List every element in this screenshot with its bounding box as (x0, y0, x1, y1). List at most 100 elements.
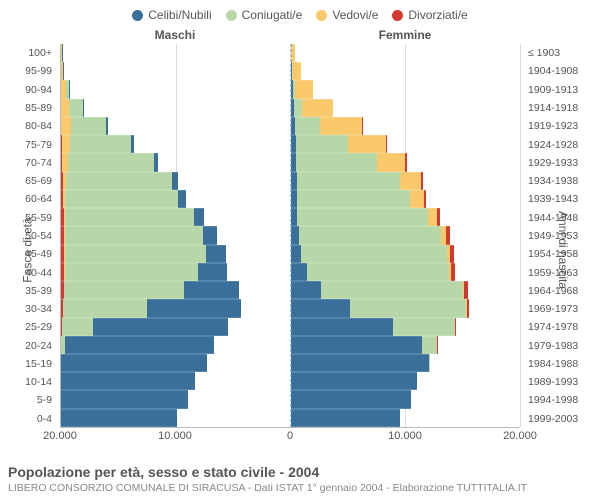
age-label: 75-79 (0, 135, 56, 153)
age-labels: 100+95-9990-9485-8980-8475-7970-7465-696… (0, 44, 56, 428)
segment-widowed (400, 172, 421, 190)
age-label: 15-19 (0, 355, 56, 373)
segment-single (291, 245, 301, 263)
male-bar (61, 372, 291, 390)
segment-single (61, 409, 177, 427)
male-bar (61, 354, 291, 372)
age-label: 45-49 (0, 245, 56, 263)
age-label: 80-84 (0, 117, 56, 135)
male-bar (61, 62, 291, 80)
segment-widowed (291, 44, 295, 62)
segment-single (93, 318, 228, 336)
birth-label: 1904-1908 (524, 62, 600, 80)
segment-single (291, 372, 417, 390)
female-bar (291, 390, 521, 408)
legend-swatch (132, 10, 143, 21)
segment-widowed (320, 117, 361, 135)
segment-single (83, 99, 84, 117)
birth-year-labels: ≤ 19031904-19081909-19131914-19181919-19… (524, 44, 600, 428)
age-label: 95-99 (0, 62, 56, 80)
legend-item: Coniugati/e (226, 8, 303, 22)
segment-married (62, 318, 93, 336)
segment-single (147, 299, 241, 317)
age-label: 85-89 (0, 99, 56, 117)
birth-label: 1984-1988 (524, 355, 600, 373)
male-bar (61, 208, 291, 226)
segment-divorced (451, 263, 455, 281)
birth-label: 1934-1938 (524, 172, 600, 190)
birth-label: 1929-1933 (524, 154, 600, 172)
male-bar (61, 281, 291, 299)
segment-married (296, 153, 376, 171)
segment-married (65, 208, 194, 226)
male-bar (61, 226, 291, 244)
segment-married (393, 318, 455, 336)
segment-single (291, 299, 351, 317)
female-bar (291, 299, 521, 317)
age-label: 60-64 (0, 190, 56, 208)
x-axis: 20.00010.000010.00020.000 (60, 430, 520, 448)
age-label: 5-9 (0, 391, 56, 409)
birth-label: ≤ 1903 (524, 44, 600, 62)
segment-married (429, 354, 430, 372)
female-bar (291, 135, 521, 153)
segment-divorced (467, 299, 470, 317)
segment-single (69, 80, 70, 98)
age-label: 35-39 (0, 282, 56, 300)
gridline (520, 44, 521, 427)
male-bar (61, 153, 291, 171)
segment-married (299, 226, 441, 244)
birth-label: 1974-1978 (524, 318, 600, 336)
segment-single (178, 190, 186, 208)
birth-label: 1914-1918 (524, 99, 600, 117)
female-bar (291, 44, 521, 62)
segment-single (291, 208, 298, 226)
male-bar (61, 318, 291, 336)
segment-married (65, 263, 198, 281)
birth-label: 1944-1948 (524, 209, 600, 227)
females-title: Femmine (290, 28, 520, 42)
male-bar (61, 263, 291, 281)
female-bar (291, 208, 521, 226)
female-bar (291, 117, 521, 135)
segment-single (291, 390, 411, 408)
legend: Celibi/NubiliConiugati/eVedovi/eDivorzia… (0, 0, 600, 24)
age-label: 0-4 (0, 410, 56, 428)
segment-single (291, 354, 430, 372)
segment-divorced (405, 153, 406, 171)
male-bar (61, 390, 291, 408)
segment-single (172, 172, 178, 190)
birth-label: 1949-1953 (524, 227, 600, 245)
segment-married (297, 172, 400, 190)
male-bar (61, 336, 291, 354)
segment-married (321, 281, 462, 299)
legend-item: Celibi/Nubili (132, 8, 211, 22)
female-bar (291, 318, 521, 336)
birth-label: 1994-1998 (524, 391, 600, 409)
segment-single (291, 226, 299, 244)
segment-married (65, 245, 206, 263)
segment-divorced (446, 226, 450, 244)
segment-divorced (450, 245, 454, 263)
legend-item: Vedovi/e (316, 8, 378, 22)
legend-label: Coniugati/e (242, 8, 303, 22)
segment-divorced (421, 172, 423, 190)
age-label: 70-74 (0, 154, 56, 172)
female-bar (291, 245, 521, 263)
chart-title: Popolazione per età, sesso e stato civil… (8, 464, 592, 480)
segment-divorced (386, 135, 387, 153)
segment-single (206, 245, 226, 263)
segment-single (61, 354, 207, 372)
segment-single (291, 263, 307, 281)
segment-married (350, 299, 466, 317)
legend-label: Celibi/Nubili (148, 8, 211, 22)
segment-single (61, 372, 195, 390)
birth-label: 1924-1928 (524, 135, 600, 153)
birth-label: 1999-2003 (524, 410, 600, 428)
males-title: Maschi (60, 28, 290, 42)
age-label: 65-69 (0, 172, 56, 190)
segment-married (66, 172, 172, 190)
x-tick-label: 20.000 (43, 430, 77, 442)
chart-subtitle: LIBERO CONSORZIO COMUNALE DI SIRACUSA - … (8, 482, 592, 494)
segment-widowed (62, 135, 70, 153)
